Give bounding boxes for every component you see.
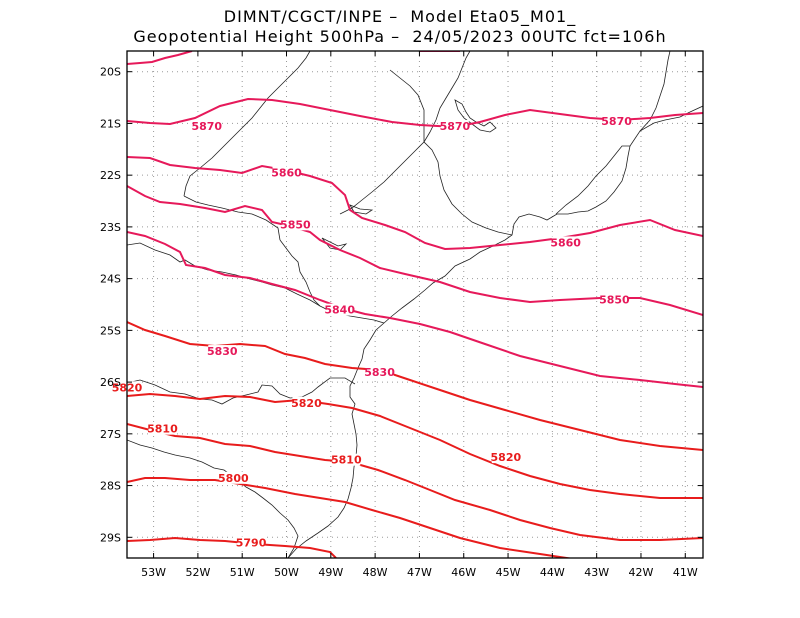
y-tick-label: 23S — [100, 221, 121, 234]
x-tick-label: 44W — [540, 566, 565, 579]
x-tick-label: 50W — [274, 566, 299, 579]
contour-line — [127, 51, 193, 65]
y-tick-label: 20S — [100, 66, 121, 79]
contour-label: 5840 — [324, 304, 355, 317]
contour-label: 5810 — [331, 454, 362, 467]
contour-label: 5810 — [147, 423, 178, 436]
lat-lon-grid — [127, 51, 703, 558]
contour-label-bg — [281, 218, 310, 231]
x-tick-label: 42W — [629, 566, 654, 579]
x-tick-label: 49W — [318, 566, 343, 579]
contour-label: 5850 — [599, 293, 630, 306]
contour-label: 5860 — [271, 167, 302, 180]
contour-labels: 5870 5870 5870 5860 5860 5850 5850 5840 5830 5830… — [112, 114, 632, 549]
x-tick-label: 53W — [141, 566, 166, 579]
contour-label-bg — [365, 365, 394, 378]
contour-line — [127, 185, 703, 316]
contour-label-bg — [440, 120, 469, 133]
y-tick-label: 26S — [100, 376, 121, 389]
contour-label-bg — [332, 453, 361, 466]
contour-label-bg — [491, 451, 520, 464]
contour-label: 5790 — [236, 536, 267, 549]
contour-label: 5820 — [491, 451, 522, 464]
contour-label-bg — [600, 293, 629, 306]
contour-line — [127, 423, 703, 541]
contour-label-bg — [292, 396, 321, 409]
contour-label-bg — [148, 422, 177, 435]
contour-line — [127, 231, 703, 388]
x-tick-label: 47W — [407, 566, 432, 579]
contour-label-bg — [272, 166, 301, 179]
contour-label: 5870 — [440, 120, 471, 133]
contour-label-bg — [602, 114, 631, 127]
x-tick-label: 43W — [584, 566, 609, 579]
contour-line — [127, 536, 337, 558]
contour-label-bg — [219, 471, 248, 484]
x-tick-label: 48W — [363, 566, 388, 579]
contour-label: 5820 — [291, 397, 322, 410]
y-tick-label: 24S — [100, 273, 121, 286]
contour-line — [127, 321, 703, 451]
map-title-line-1: DIMNT/CGCT/INPE – Model Eta05_M01_ — [223, 7, 577, 26]
x-tick-label: 52W — [185, 566, 210, 579]
x-tick-label: 51W — [230, 566, 255, 579]
contour-label: 5850 — [280, 218, 311, 231]
contour-label: 5800 — [218, 472, 249, 485]
x-tick-label: 46W — [451, 566, 476, 579]
contour-label: 5870 — [601, 115, 632, 128]
x-tick-label: 41W — [673, 566, 698, 579]
x-tick-label: 45W — [496, 566, 521, 579]
contour-line — [127, 392, 703, 499]
contour-label-bg — [551, 236, 580, 249]
y-tick-label: 21S — [100, 117, 121, 130]
contour-label-bg — [208, 345, 237, 358]
contour-label-bg — [325, 303, 354, 316]
contour-label-bg — [237, 536, 266, 549]
y-tick-label: 29S — [100, 531, 121, 544]
contour-label: 5830 — [364, 366, 395, 379]
map-title-line-2: Geopotential Height 500hPa – 24/05/2023 … — [133, 27, 667, 46]
contour-label-bg — [192, 120, 221, 133]
plot-frame — [126, 50, 704, 559]
contour-line — [127, 156, 703, 251]
y-tick-label: 25S — [100, 324, 121, 337]
axis-ticks: 53W 52W 51W 50W 49W 48W 47W 46W 45W 44W 43W 42W 41W 2… — [100, 51, 703, 579]
y-tick-label: 27S — [100, 428, 121, 441]
y-tick-label: 22S — [100, 169, 121, 182]
contour-label: 5860 — [550, 236, 581, 249]
contour-label: 5870 — [191, 120, 222, 133]
y-tick-label: 28S — [100, 480, 121, 493]
contour-label: 5830 — [207, 345, 238, 358]
contour-line — [127, 477, 574, 558]
